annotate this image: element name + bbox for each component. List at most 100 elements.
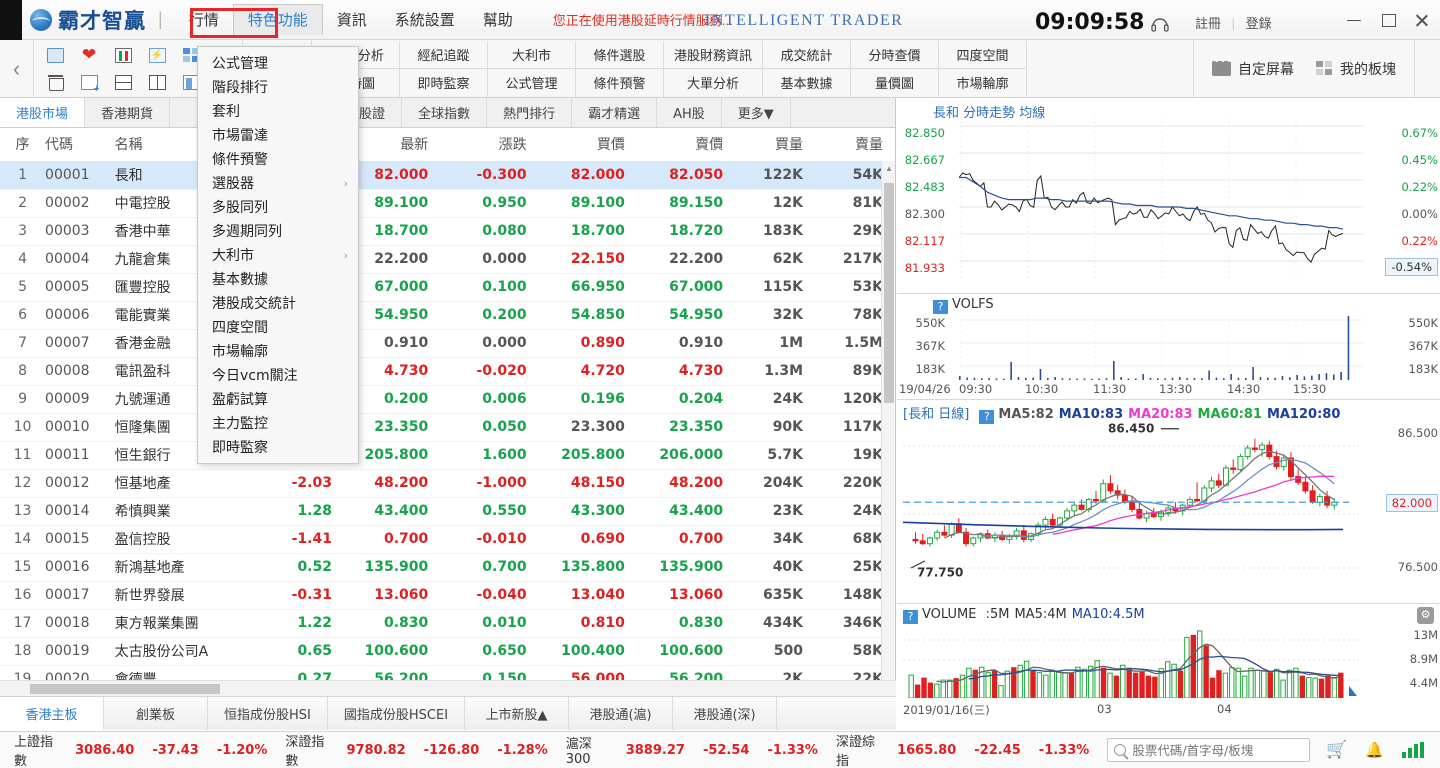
tool-realtime-monitor[interactable]: 即時監察 [400,68,488,97]
tool-big-market[interactable]: 大利市 [488,40,576,69]
sector-tab-hsi[interactable]: 恒指成份股HSI [208,697,328,730]
dropdown-item-3[interactable]: 市場雷達 [198,123,358,147]
table-row[interactable]: 1100011恒生銀行0.78205.8001.600205.800206.00… [0,441,895,470]
custom-screen-button[interactable]: 自定屏幕 [1212,57,1294,79]
tool-condition-alert[interactable]: 條件預警 [576,68,664,97]
table-row[interactable]: 800008電訊盈科-0.424.730-0.0204.7204.7301.3M… [0,357,895,386]
col-index[interactable]: 序 [0,128,46,162]
col-bid[interactable]: 買價 [538,128,637,162]
tab-hot-ranking[interactable]: 熱門排行 [487,98,573,127]
tool-broker-tracking[interactable]: 經紀追蹤 [400,40,488,69]
minute-trend-chart[interactable]: 長和 分時走勢 均線 82.850 82.667 82.483 82.300 82.11… [897,98,1440,294]
help-icon[interactable]: ? [903,610,918,624]
table-row[interactable]: 1000010恒隆集團0.2123.3500.05023.30023.35090… [0,413,895,442]
register-link[interactable]: 註冊 [1195,16,1222,31]
sector-tab-sh-connect[interactable]: 港股通(滬) [569,697,674,730]
table-row[interactable]: 500005匯豐控股0.1567.0000.10066.95067.000115… [0,273,895,302]
tool-minute-quote[interactable]: 分時查價 [851,40,940,69]
col-ask[interactable]: 賣價 [636,128,736,162]
dropdown-item-6[interactable]: 多股同列 [198,195,358,219]
toolbar-collapse-icon[interactable]: ‹ [0,40,34,97]
table-row[interactable]: 18 00019 太古股份公司A 0.65 100.600 0.650 100.400 100… [0,637,895,666]
new-window-icon[interactable] [38,42,72,69]
tab-hk-futures[interactable]: 香港期貨 [85,98,171,127]
table-row[interactable]: 100001長和-0.3682.000-0.30082.00082.050122… [0,161,895,190]
tab-hk-market[interactable]: 港股市場 [0,98,86,127]
table-row[interactable]: 17 00018 東方報業集團 1.22 0.830 0.010 0.810 0.830 434… [0,609,895,638]
col-change[interactable]: 漲跌 [440,128,539,162]
dropdown-item-9[interactable]: 基本數據 [198,267,358,291]
volfs-chart[interactable]: ? VOLFS 550K 367K 183K 550K 367K 183K 19/04/2… [897,294,1440,400]
dropdown-item-11[interactable]: 四度空間 [198,315,358,339]
menu-item-help[interactable]: 幫助 [482,10,513,29]
col-ask-vol[interactable]: 賣量 [815,128,895,162]
sector-tab-main-board[interactable]: 香港主板 [0,697,104,730]
sector-tab-sz-connect[interactable]: 港股通(深) [673,697,778,730]
maximize-icon[interactable] [1380,12,1396,28]
menu-item-news[interactable]: 資訊 [336,10,367,29]
tool-block-trade-analysis[interactable]: 大單分析 [664,68,764,97]
login-link[interactable]: 登錄 [1245,16,1272,31]
table-row[interactable]: 13 00014 希慎興業 1.28 43.400 0.550 43.300 43.400 23… [0,497,895,526]
tab-global-index[interactable]: 全球指數 [402,98,488,127]
daily-candle-chart[interactable]: [長和 日線] ? MA5:82 MA10:83 MA20:83 MA60:81 MA12… [897,400,1440,604]
split-vertical-icon[interactable] [140,69,174,96]
dropdown-item-12[interactable]: 市場輪廓 [198,339,358,363]
bell-icon[interactable]: 🔔 [1365,741,1384,759]
tool-trade-statistics[interactable]: 成交統計 [763,40,852,69]
dropdown-item-15[interactable]: 主力監控 [198,411,358,435]
menu-item-settings[interactable]: 系統設置 [394,10,455,29]
tool-basic-data[interactable]: 基本數據 [763,68,852,97]
dropdown-item-2[interactable]: 套利 [198,99,358,123]
table-row[interactable]: 15 00016 新鴻基地產 0.52 135.900 0.700 135.800 135.9… [0,553,895,582]
help-icon[interactable]: ? [979,410,995,424]
candlestick-icon[interactable] [106,42,140,69]
split-horizontal-icon[interactable] [106,69,140,96]
add-window-icon[interactable] [72,69,106,96]
menu-item-quotes[interactable]: 行情 [188,10,219,29]
gear-icon[interactable]: ⚙ [1417,607,1434,624]
tab-selected-picks[interactable]: 霸才精選 [572,98,658,127]
flash-chart-icon[interactable]: ⚡ [140,42,174,69]
table-row[interactable]: 200002中電控股1.0889.1000.95089.10089.15012K… [0,189,895,218]
tab-ah-shares[interactable]: AH股 [657,98,722,127]
tool-market-profile[interactable]: 市場輪廓 [939,68,1028,97]
table-row[interactable]: 900009九號運通3.090.2000.0060.1960.20424K120… [0,385,895,414]
cart-icon[interactable]: 🛒 [1326,740,1348,760]
hscroll-thumb[interactable] [30,684,220,694]
tool-four-dimension[interactable]: 四度空間 [939,40,1028,69]
sector-tab-hscei[interactable]: 國指成份股HSCEI [328,697,466,730]
dropdown-item-13[interactable]: 今日vcm關注 [198,363,358,387]
dropdown-item-8[interactable]: 大利市 › [198,243,358,267]
col-bid-vol[interactable]: 買量 [735,128,816,162]
table-horizontal-scrollbar[interactable] [0,680,896,696]
table-row[interactable]: 12 00012 恒基地產 -2.03 48.200 -1.000 48.150 48.200… [0,469,895,498]
menu-item-features[interactable]: 特色功能 [232,4,323,35]
dropdown-item-1[interactable]: 階段排行 [198,75,358,99]
dropdown-item-5[interactable]: 選股器 › [198,171,358,195]
sector-tab-new-listings[interactable]: 上市新股▲ [465,697,570,730]
help-icon[interactable]: ? [933,300,948,314]
search-input[interactable] [1132,742,1304,758]
headset-icon[interactable] [1150,14,1170,35]
dropdown-item-10[interactable]: 港股成交統計 [198,291,358,315]
table-row[interactable]: 300003香港中華0.4318.7000.08018.70018.720183… [0,217,895,246]
minimize-icon[interactable] [1346,12,1362,28]
dropdown-item-14[interactable]: 盈虧試算 [198,387,358,411]
scroll-thumb[interactable] [884,183,894,403]
table-row[interactable]: 14 00015 盈信控股 -1.41 0.700 -0.010 0.690 0.700 34K… [0,525,895,554]
table-row[interactable]: 600006電能實業0.3754.9500.20054.85054.95032K… [0,301,895,330]
col-code[interactable]: 代碼 [45,128,115,162]
sector-tab-gem[interactable]: 創業板 [104,697,208,730]
tool-volume-price-chart[interactable]: 量價圖 [851,68,940,97]
table-vertical-scrollbar[interactable]: ▲ ▼ [881,161,895,694]
table-row[interactable]: 16 00017 新世界發展 -0.31 13.060 -0.040 13.040 13.06… [0,581,895,610]
dropdown-item-7[interactable]: 多週期同列 [198,219,358,243]
layout-blocks-icon[interactable] [174,42,208,69]
dropdown-item-16[interactable]: 即時監察 [198,435,358,459]
signal-bars-icon[interactable] [1402,742,1424,758]
tab-more[interactable]: 更多▼ [722,98,791,127]
table-row[interactable]: 400004九龍倉集0.0022.2000.00022.15022.20062K… [0,245,895,274]
dropdown-item-4[interactable]: 條件預警 [198,147,358,171]
